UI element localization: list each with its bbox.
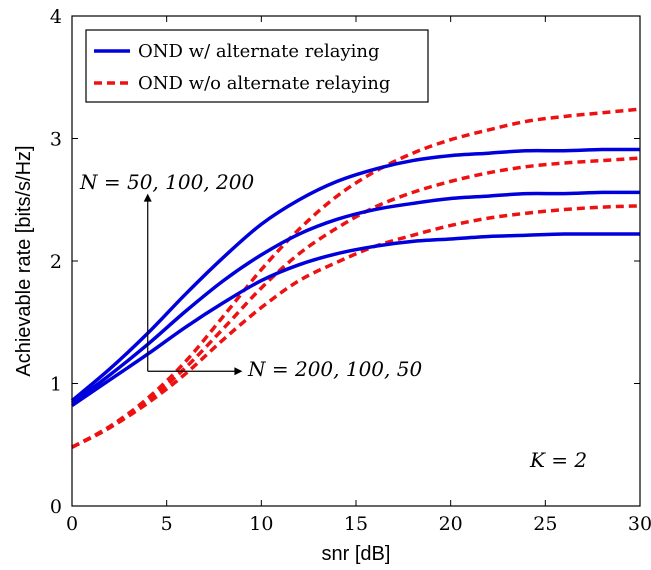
y-tick-label: 0 <box>50 496 62 518</box>
legend-label-without-relaying: OND w/o alternate relaying <box>138 73 390 94</box>
x-tick-label: 25 <box>533 513 557 535</box>
y-axis-label: Achievable rate [bits/s/Hz] <box>13 145 35 376</box>
y-tick-label: 4 <box>50 6 62 28</box>
legend-box <box>85 29 429 103</box>
series-with-relaying-n100 <box>70 190 641 405</box>
annotation-n-decreasing: N = 200, 100, 50 <box>247 357 422 381</box>
y-tick-label: 1 <box>50 374 62 396</box>
x-tick-label: 30 <box>628 513 651 535</box>
series-with-relaying-n200 <box>70 147 641 402</box>
x-tick-label: 20 <box>439 513 463 535</box>
annotation-n-increasing: N = 50, 100, 200 <box>79 170 254 194</box>
x-tick-label: 0 <box>66 513 78 535</box>
series-without-relaying-n50 <box>71 204 641 449</box>
annotation-k: K = 2 <box>529 448 587 472</box>
annotations <box>143 193 243 376</box>
x-tick-label: 10 <box>249 513 273 535</box>
x-tick-label: 15 <box>344 513 368 535</box>
series-with-relaying-n50 <box>71 232 641 407</box>
y-tick-label: 3 <box>50 129 62 151</box>
series-without-relaying-n200 <box>71 107 641 449</box>
legend: OND w/ alternate relaying OND w/o altern… <box>85 29 429 103</box>
y-tick-label: 2 <box>50 251 62 273</box>
axis-ticks: 0 5 10 15 20 25 30 0 1 2 3 4 <box>50 6 651 535</box>
x-tick-label: 5 <box>161 513 173 535</box>
legend-label-with-relaying: OND w/ alternate relaying <box>138 41 380 62</box>
arrow-up-head <box>143 193 152 202</box>
series-curves <box>70 107 641 449</box>
x-axis-label: snr [dB] <box>322 543 391 565</box>
arrow-right-head <box>234 367 243 376</box>
series-without-relaying-n100 <box>71 156 641 449</box>
